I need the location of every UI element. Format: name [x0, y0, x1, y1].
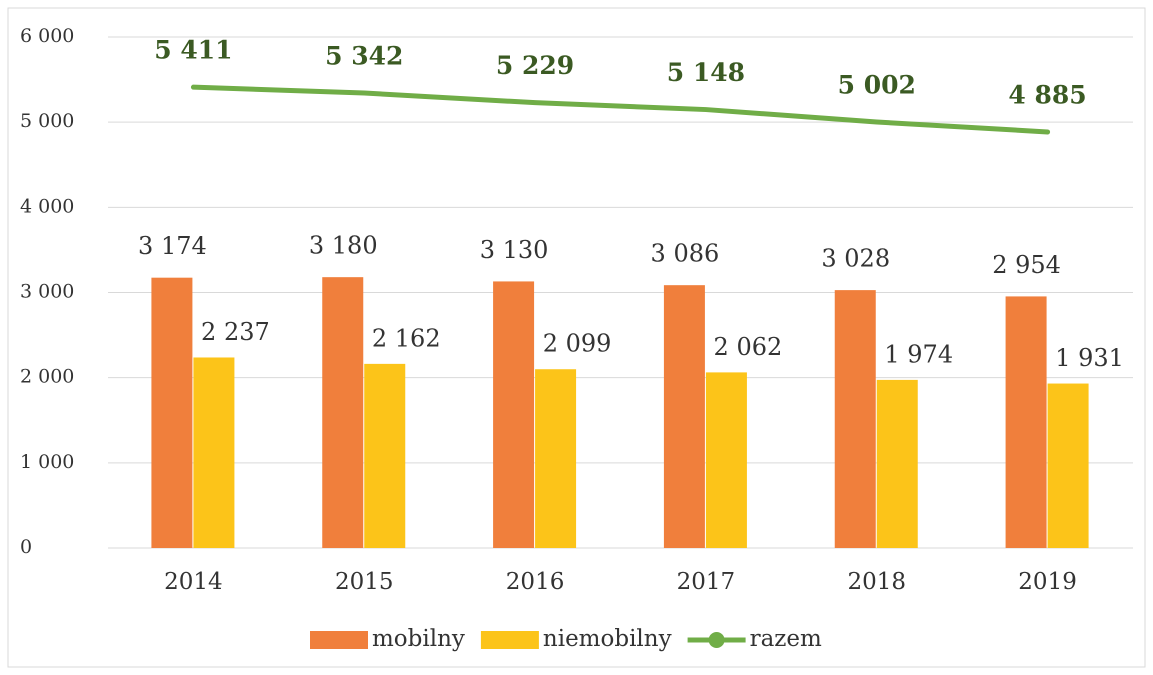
y-tick-label: 6 000 [20, 25, 74, 47]
y-tick-label: 3 000 [20, 281, 74, 303]
value-label: 3 028 [821, 245, 890, 273]
x-tick-label: 2018 [847, 569, 906, 595]
bar [151, 277, 193, 548]
chart-border [7, 7, 1146, 668]
value-label: 3 180 [309, 232, 378, 260]
value-label: 2 099 [543, 330, 612, 358]
x-tick-label: 2017 [677, 569, 736, 595]
legend-label: niemobilny [543, 626, 672, 652]
y-tick-label: 2 000 [20, 366, 74, 388]
value-label: 3 130 [480, 236, 549, 264]
value-label: 3 086 [651, 240, 720, 268]
value-label: 1 974 [884, 340, 953, 368]
y-tick-label: 1 000 [20, 451, 74, 473]
bar [834, 290, 876, 548]
bar [1005, 296, 1047, 548]
y-tick-label: 5 000 [20, 110, 74, 132]
bar [705, 372, 747, 548]
x-tick-label: 2015 [335, 569, 394, 595]
line [190, 84, 1051, 135]
bar [876, 379, 918, 548]
value-label: 2 237 [201, 318, 270, 346]
value-label: 5 342 [325, 42, 403, 71]
value-label: 2 162 [372, 324, 441, 352]
bar [663, 285, 705, 548]
value-label: 2 954 [992, 251, 1061, 279]
x-tick-label: 2016 [506, 569, 565, 595]
bar [1047, 383, 1089, 548]
value-label: 2 062 [714, 333, 783, 361]
bar [364, 363, 406, 548]
bar [493, 281, 535, 548]
value-label: 4 885 [1008, 80, 1086, 109]
x-tick-label: 2014 [164, 569, 223, 595]
value-label: 5 411 [154, 36, 232, 65]
legend-label: razem [750, 626, 822, 652]
value-label: 3 174 [138, 232, 207, 260]
legend-label: mobilny [372, 626, 465, 652]
legend-swatch [480, 631, 539, 649]
value-label: 5 229 [496, 51, 574, 80]
x-tick-label: 2019 [1018, 569, 1077, 595]
bar [535, 369, 577, 548]
y-tick-label: 0 [20, 536, 32, 558]
bar [322, 277, 364, 548]
bar [193, 357, 235, 548]
legend-swatch [708, 632, 725, 648]
value-label: 1 931 [1055, 344, 1124, 372]
value-label: 5 148 [667, 58, 745, 87]
y-tick-label: 4 000 [20, 195, 74, 217]
legend-swatch [310, 631, 368, 649]
value-label: 5 002 [838, 70, 916, 99]
